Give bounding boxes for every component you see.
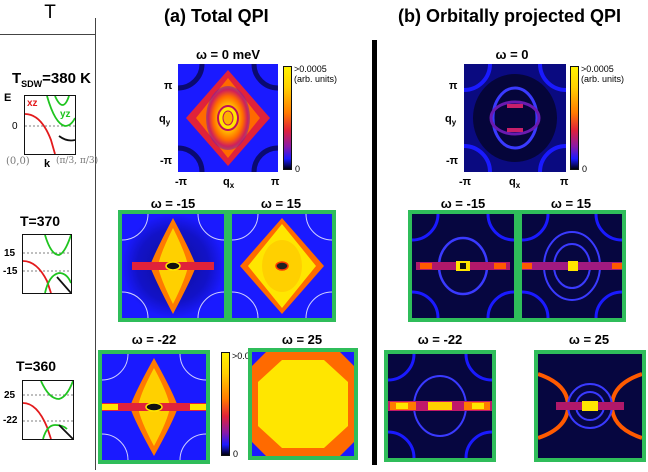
panel-b-top-colorbar	[570, 66, 579, 170]
panel-b-bottom-right-omega: ω = 25	[568, 332, 610, 347]
panel-b-x-left-tick: -π	[459, 176, 472, 188]
panel-a-title: (a) Total QPI	[164, 6, 269, 26]
level-top-360: 25	[4, 390, 16, 401]
panel-a-bottom-cbar-max: >0.001	[232, 351, 260, 361]
panel-a-bottom-cbar-min: 0	[233, 449, 239, 459]
panel-a-bottom-colorbar	[221, 352, 230, 456]
panel-b-top-cbar-max: >0.0005	[581, 64, 614, 74]
qpi-map-orbital-omega-neg15	[408, 210, 518, 322]
qpi-map-total-omega-0	[178, 64, 278, 172]
panel-b-bottom-left-omega: ω = -22	[417, 332, 463, 347]
panel-a-y-top-tick: π	[164, 80, 173, 92]
band-structure-plot-360	[22, 380, 74, 440]
qpi-map-orbital-omega-0	[464, 64, 566, 172]
temp-label-360: T=360	[16, 358, 57, 374]
panel-a-top-cbar-max: >0.0005	[294, 64, 327, 74]
qpi-map-total-omega-25	[248, 348, 358, 460]
column-header-divider	[0, 34, 95, 35]
level-top-370: 15	[4, 248, 16, 259]
zero-energy-tick: 0	[12, 121, 18, 132]
column-vertical-divider	[95, 18, 96, 470]
xz-band-label: xz	[27, 98, 38, 109]
qpi-map-orbital-omega-15	[518, 210, 626, 322]
yz-band-curve	[46, 95, 76, 127]
panel-a-bottom-left-omega: ω = -22	[131, 332, 177, 347]
panel-b-top-cbar-min: 0	[582, 164, 588, 174]
k-axis-label: k	[44, 158, 51, 170]
level-bottom-360: -22	[3, 415, 18, 426]
panel-b-mid-right-omega: ω = 15	[550, 196, 592, 211]
panel-b-mid-left-omega: ω = -15	[440, 196, 486, 211]
energy-axis-label: E	[4, 92, 12, 104]
panel-a-bottom-right-omega: ω = 25	[281, 332, 323, 347]
temp-label-370: T=370	[20, 213, 61, 229]
qpi-map-total-omega-neg15	[118, 210, 228, 322]
k-start-label: (0,0)	[6, 156, 30, 167]
panel-a-top-cbar-units: (arb. units)	[294, 74, 338, 84]
qpi-map-orbital-omega-neg22	[384, 350, 496, 462]
panel-b-top-omega: ω = 0	[495, 47, 529, 62]
level-bottom-370: -15	[3, 266, 18, 277]
k-end-label: (π/3, π/3)	[56, 156, 99, 166]
panel-a-x-left-tick: -π	[175, 176, 188, 188]
temp-label-sdw: TSDW=380 K	[12, 70, 91, 89]
panel-b-title: (b) Orbitally projected QPI	[398, 6, 622, 26]
band-structure-plot-370	[22, 234, 72, 294]
panel-b-x-right-tick: π	[560, 176, 569, 188]
panel-a-y-bottom-tick: -π	[160, 155, 173, 167]
panel-a-x-right-tick: π	[271, 176, 280, 188]
section-divider	[372, 40, 377, 465]
panel-a-mid-right-omega: ω = 15	[260, 196, 302, 211]
panel-a-top-omega: ω = 0 meV	[195, 47, 261, 62]
qpi-map-total-omega-neg22	[98, 350, 210, 464]
qpi-map-orbital-omega-25	[534, 350, 646, 462]
qpi-map-total-omega-15	[228, 210, 336, 322]
xz-band-curve	[24, 113, 56, 155]
panel-a-y-axis-label: qy	[159, 113, 171, 128]
panel-a-mid-left-omega: ω = -15	[150, 196, 196, 211]
panel-b-y-top-tick: π	[449, 80, 458, 92]
panel-a-top-cbar-min: 0	[295, 164, 301, 174]
band-structure-plot-sdw	[24, 95, 76, 155]
panel-a-top-colorbar	[283, 66, 292, 170]
panel-a-x-axis-label: qx	[223, 176, 235, 191]
yz-band-label: yz	[60, 109, 71, 120]
panel-b-top-cbar-units: (arb. units)	[581, 74, 625, 84]
panel-b-x-axis-label: qx	[509, 176, 521, 191]
temperature-column-header: T	[44, 2, 56, 23]
panel-b-y-axis-label: qy	[445, 113, 457, 128]
panel-b-y-bottom-tick: -π	[446, 155, 459, 167]
